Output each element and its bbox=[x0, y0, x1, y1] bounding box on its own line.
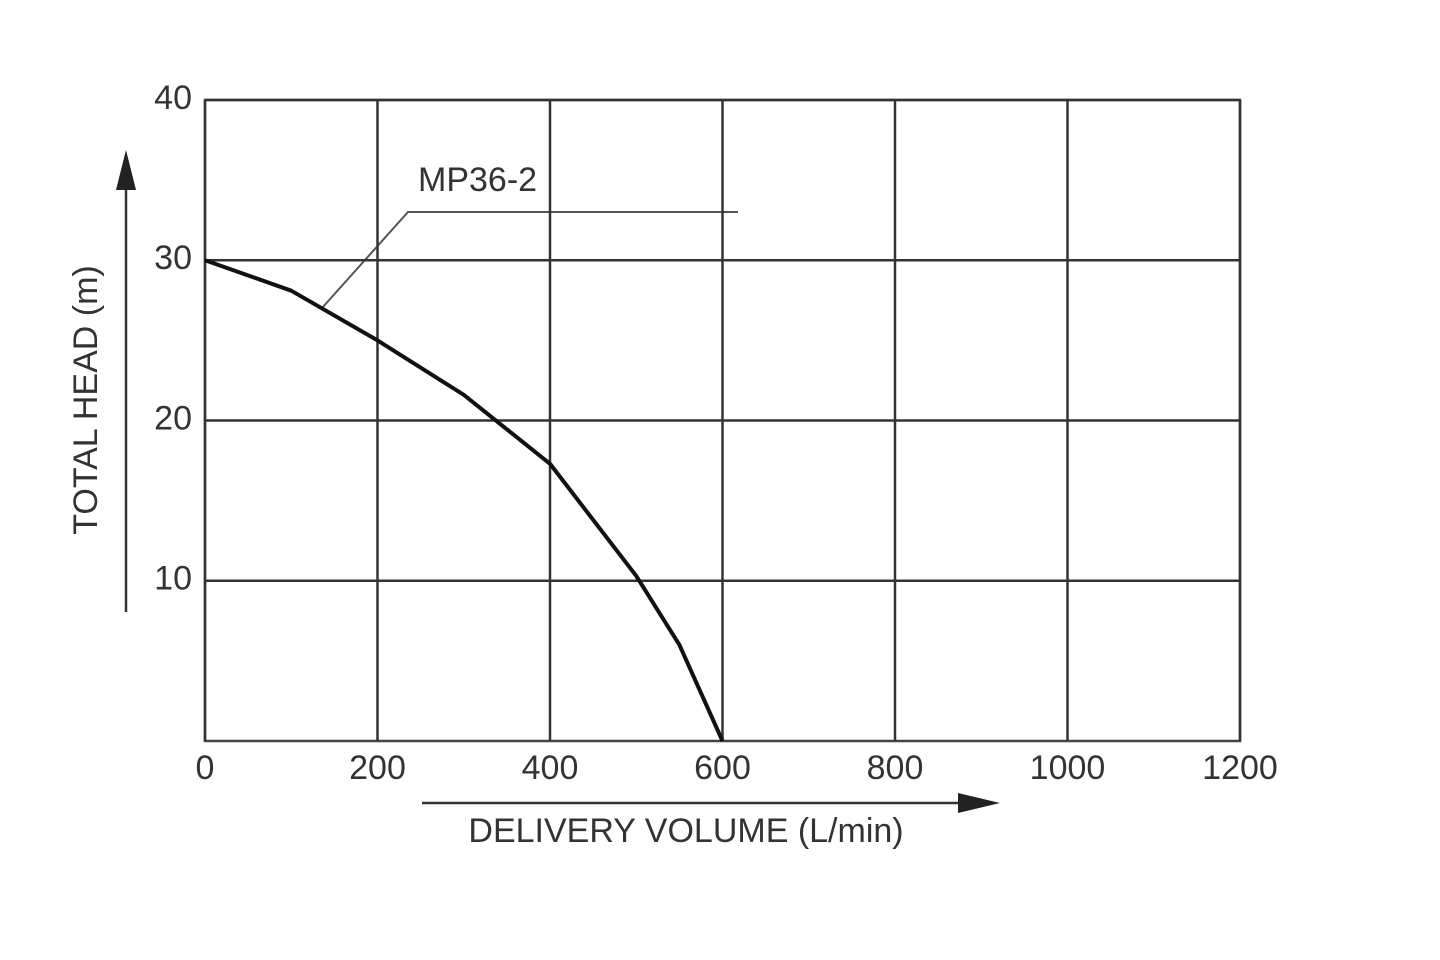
x-tick-label: 200 bbox=[349, 749, 406, 787]
y-tick-label: 30 bbox=[154, 239, 192, 277]
series-annotation: MP36-2 bbox=[418, 161, 537, 199]
x-arrow-head bbox=[958, 793, 1000, 813]
annotation-leader bbox=[321, 211, 738, 309]
x-tick-label: 800 bbox=[867, 749, 924, 787]
y-tick-label: 20 bbox=[154, 399, 192, 437]
x-tick-label: 1200 bbox=[1202, 749, 1278, 787]
x-tick-label: 0 bbox=[196, 749, 215, 787]
x-tick-label: 600 bbox=[694, 749, 751, 787]
x-axis-label: DELIVERY VOLUME (L/min) bbox=[468, 812, 903, 850]
curve bbox=[204, 258, 725, 742]
x-tick-label: 1000 bbox=[1030, 749, 1106, 787]
y-tick-label: 10 bbox=[154, 560, 192, 598]
x-tick-label: 400 bbox=[522, 749, 579, 787]
y-arrow-head bbox=[116, 150, 136, 190]
y-axis-label: TOTAL HEAD (m) bbox=[67, 265, 105, 535]
y-tick-label: 40 bbox=[154, 79, 192, 117]
